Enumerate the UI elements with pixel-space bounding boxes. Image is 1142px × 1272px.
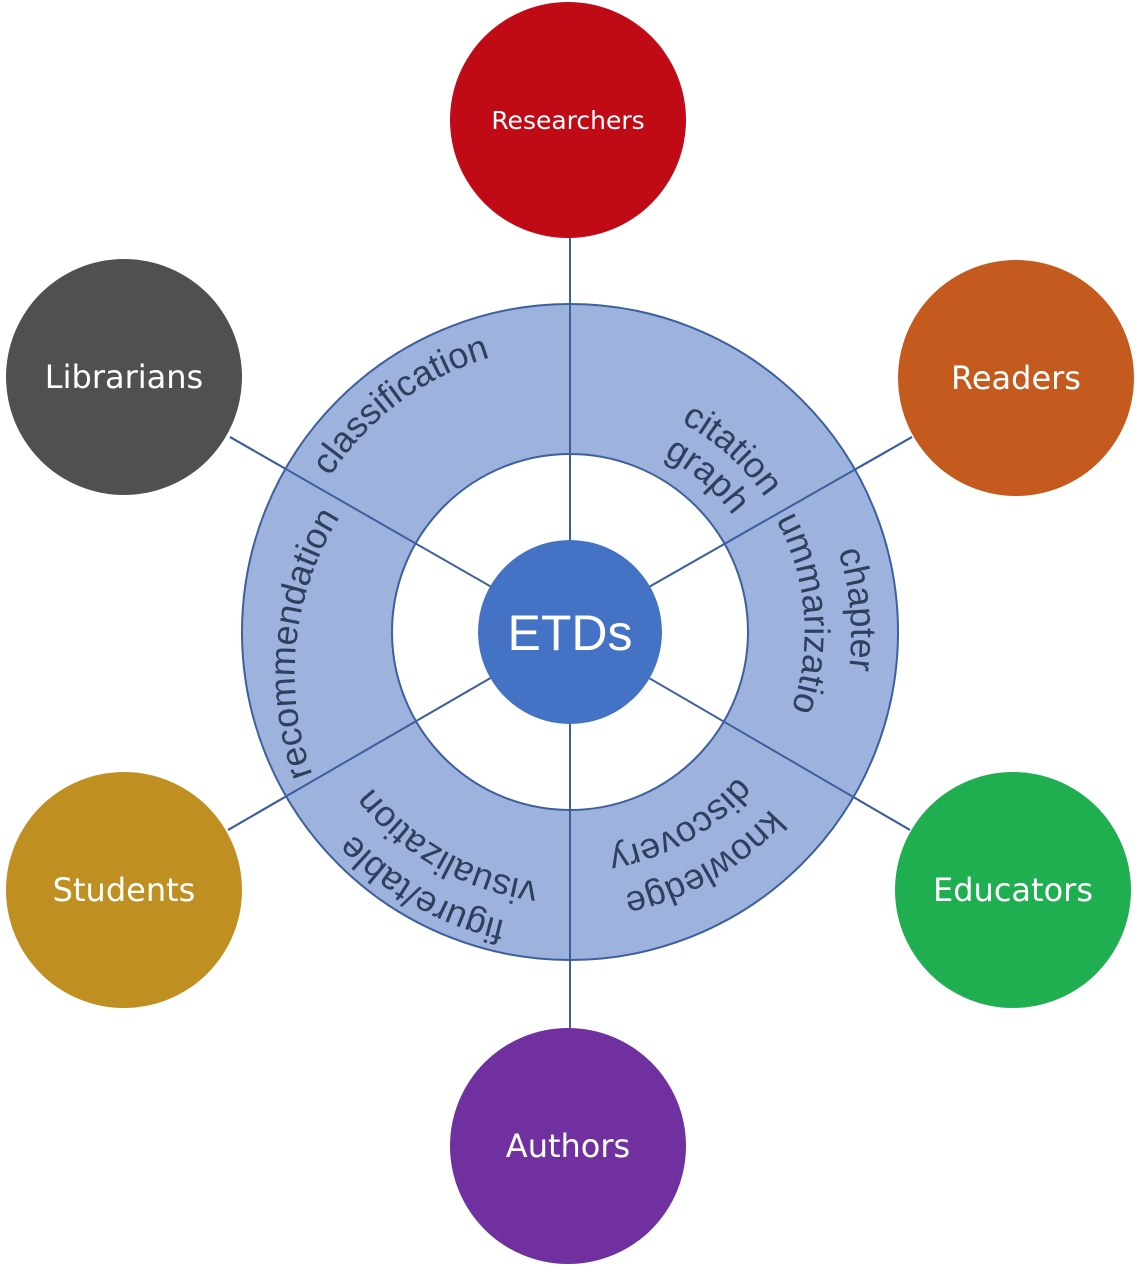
user-label-researchers: Researchers bbox=[491, 106, 644, 135]
user-node-librarians: Librarians bbox=[6, 259, 242, 495]
user-node-readers: Readers bbox=[898, 260, 1134, 496]
etds-hub-label: ETDs bbox=[508, 605, 633, 661]
user-node-educators: Educators bbox=[895, 772, 1131, 1008]
user-node-researchers: Researchers bbox=[450, 2, 686, 238]
user-label-educators: Educators bbox=[933, 871, 1093, 909]
etds-hub bbox=[478, 540, 662, 724]
user-label-authors: Authors bbox=[506, 1127, 630, 1165]
user-node-students: Students bbox=[6, 772, 242, 1008]
user-label-readers: Readers bbox=[951, 359, 1081, 397]
user-node-authors: Authors bbox=[450, 1028, 686, 1264]
user-label-students: Students bbox=[53, 871, 196, 909]
user-label-librarians: Librarians bbox=[45, 358, 203, 396]
